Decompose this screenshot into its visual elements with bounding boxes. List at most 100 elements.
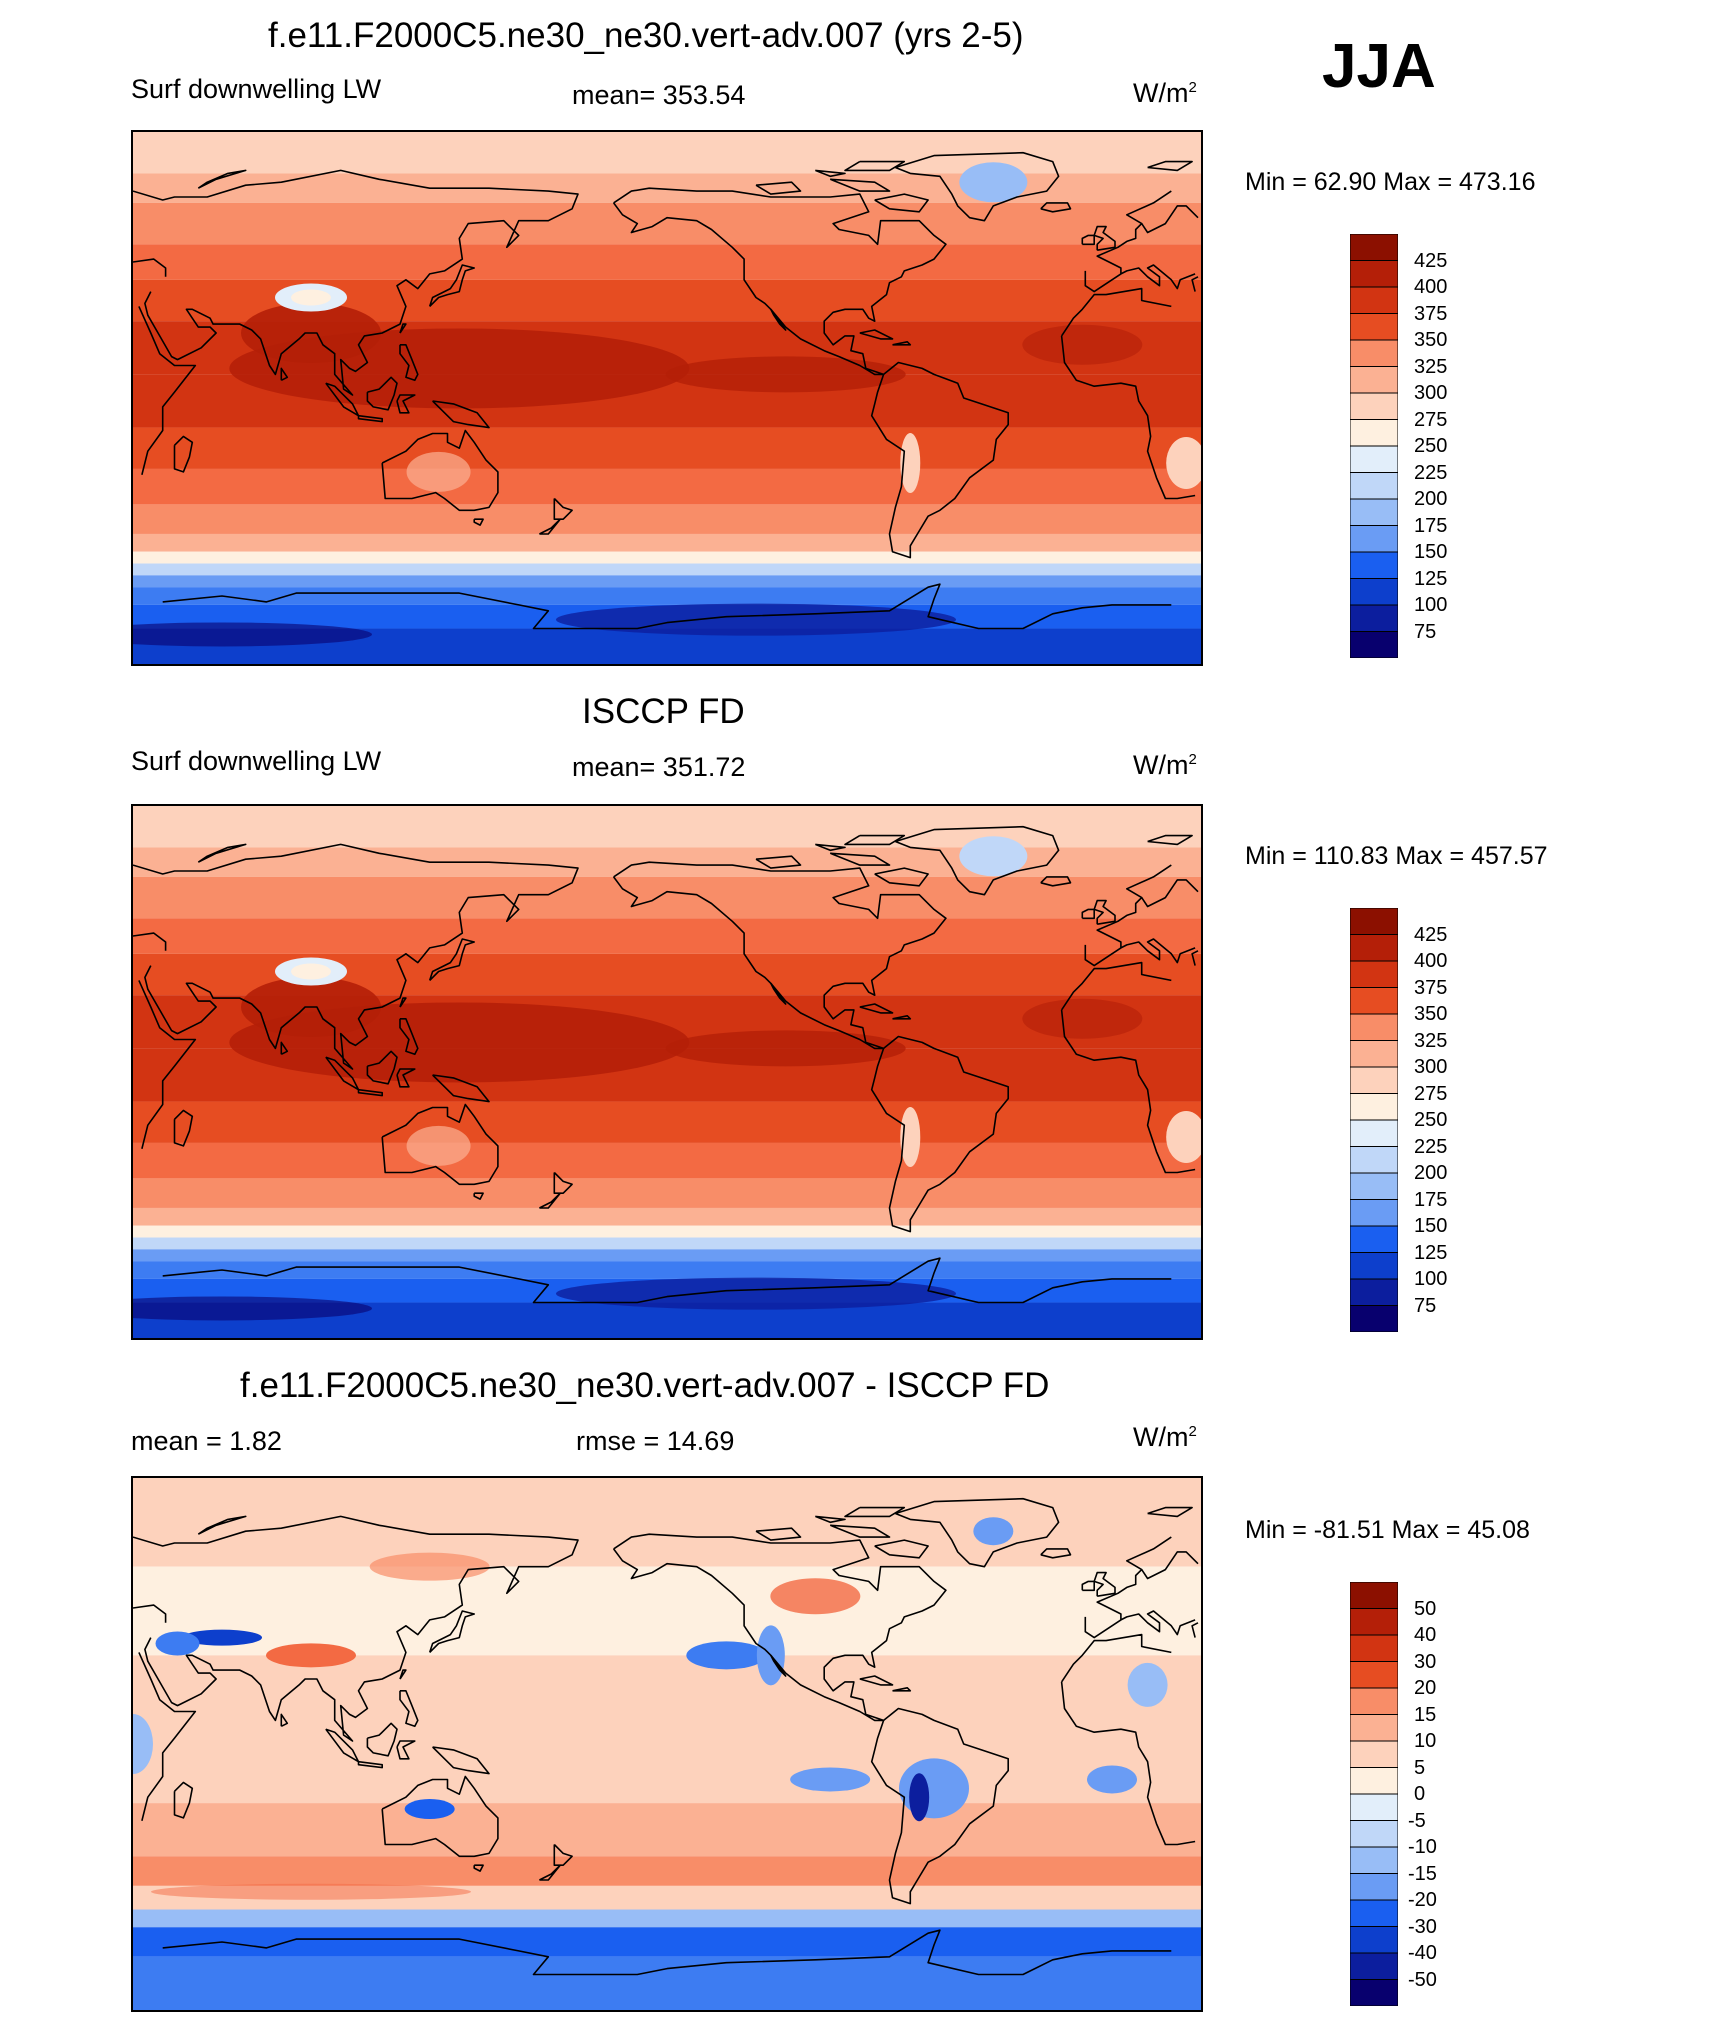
colorbar-tick-label: -50 xyxy=(1408,1968,1437,1991)
field-contour xyxy=(291,289,331,306)
colorbar-tick-label: 125 xyxy=(1414,567,1448,590)
coastline xyxy=(844,160,906,172)
coastline xyxy=(870,1035,1009,1233)
field-contour xyxy=(151,1883,471,1900)
coastline xyxy=(133,1515,1199,1742)
colorbar-boxes xyxy=(1350,234,1398,658)
field-contour xyxy=(900,433,921,494)
colorbar-box xyxy=(1350,1634,1398,1662)
field-contour xyxy=(369,1552,490,1581)
field-contour xyxy=(406,451,471,492)
units-label: W/m2 xyxy=(1133,1422,1197,1452)
coastline xyxy=(553,1171,573,1194)
coastline xyxy=(892,1015,912,1020)
colorbar-box xyxy=(1350,1225,1398,1253)
colorbar-box xyxy=(1350,1252,1398,1280)
coastline xyxy=(357,1760,383,1769)
coastline xyxy=(1093,1571,1116,1597)
field-contour xyxy=(1166,437,1201,490)
colorbar-box xyxy=(1350,366,1398,394)
colorbar-tick-label: 175 xyxy=(1414,1188,1448,1211)
coastlines xyxy=(133,825,1199,1304)
field-contour xyxy=(404,1799,455,1820)
field-contour xyxy=(1087,1765,1137,1794)
field-band xyxy=(133,1225,1201,1238)
field-contour xyxy=(665,356,906,393)
coastlines xyxy=(133,151,1198,630)
field-contour xyxy=(182,1629,262,1646)
field-band xyxy=(133,1249,1201,1262)
colorbar-box xyxy=(1350,1899,1398,1927)
coastline xyxy=(815,169,846,178)
colorbar xyxy=(1350,234,1398,658)
coastline xyxy=(829,852,891,866)
field-band xyxy=(133,1566,1201,1656)
coastline xyxy=(399,323,407,334)
colorbar-box xyxy=(1350,551,1398,579)
panel-title: ISCCP FD xyxy=(582,692,745,731)
map-panel xyxy=(131,1476,1203,2012)
colorbar-tick-label: 350 xyxy=(1414,1003,1448,1025)
coastline xyxy=(553,497,573,520)
colorbar-box xyxy=(1350,934,1398,962)
colorbar-box xyxy=(1350,286,1398,314)
field-band xyxy=(133,563,1201,576)
colorbar-tick-label: 250 xyxy=(1414,435,1448,457)
colorbar-tick-label: 225 xyxy=(1414,461,1448,484)
colorbar-box xyxy=(1350,1687,1398,1715)
field-contour xyxy=(909,1773,930,1822)
colorbar-tick-label: -20 xyxy=(1408,1889,1437,1911)
colorbar-box xyxy=(1350,960,1398,988)
filled-contours xyxy=(133,1478,1201,2010)
coastline xyxy=(381,1775,499,1858)
colorbar-tick-label: 425 xyxy=(1414,923,1448,946)
field-contour xyxy=(133,1714,153,1774)
field-band xyxy=(133,1927,1201,1957)
field-contour xyxy=(1022,998,1143,1039)
colorbar-tick-label: 275 xyxy=(1414,1082,1448,1105)
coastline xyxy=(870,361,1009,559)
panel-title: f.e11.F2000C5.ne30_ne30.vert-adv.007 (yr… xyxy=(268,16,1024,55)
field-contour xyxy=(133,1296,372,1321)
colorbar-tick-label: 0 xyxy=(1414,1783,1426,1805)
coastline xyxy=(133,843,1199,1070)
colorbar-tick-label: 400 xyxy=(1414,950,1448,972)
coastline xyxy=(280,1713,289,1728)
coastline xyxy=(895,151,1060,222)
coastline xyxy=(399,344,419,382)
field-band xyxy=(133,244,1201,280)
coastline xyxy=(197,843,247,863)
coastline xyxy=(539,1192,561,1209)
field-band xyxy=(133,427,1201,469)
colorbar-box xyxy=(1350,604,1398,632)
coastline xyxy=(173,1781,194,1819)
field-contour xyxy=(1127,1662,1168,1707)
coastline xyxy=(612,1533,947,1722)
coastline xyxy=(197,169,247,189)
colorbar-tick-label: 125 xyxy=(1414,1241,1448,1264)
colorbar-tick-label: 350 xyxy=(1414,329,1448,351)
coastline xyxy=(815,1515,846,1524)
coastline xyxy=(432,400,490,429)
coastline xyxy=(870,1707,1009,1905)
colorbar-tick-label: 150 xyxy=(1414,541,1448,563)
colorbar-tick-label: 10 xyxy=(1414,1730,1437,1752)
colorbar-tick-label: 225 xyxy=(1414,1135,1448,1158)
colorbar-tick-label: 30 xyxy=(1414,1650,1437,1673)
field-band xyxy=(133,587,1201,605)
coastline xyxy=(892,341,912,346)
coastline xyxy=(366,1050,398,1085)
coastline xyxy=(138,1633,1196,1846)
season-label: JJA xyxy=(1322,32,1436,101)
min-max-label: Min = -81.51 Max = 45.08 xyxy=(1245,1516,1530,1544)
field-band xyxy=(133,173,1201,203)
field-band xyxy=(133,1856,1201,1886)
colorbar-tick-label: 275 xyxy=(1414,408,1448,431)
rmse-label: rmse = 14.69 xyxy=(576,1426,735,1456)
field-contour xyxy=(266,1643,356,1668)
field-band xyxy=(133,876,1201,919)
field-band xyxy=(133,1207,1201,1226)
field-band xyxy=(133,1178,1201,1208)
coastline xyxy=(612,187,947,376)
min-max-label: Min = 110.83 Max = 457.57 xyxy=(1245,842,1548,870)
